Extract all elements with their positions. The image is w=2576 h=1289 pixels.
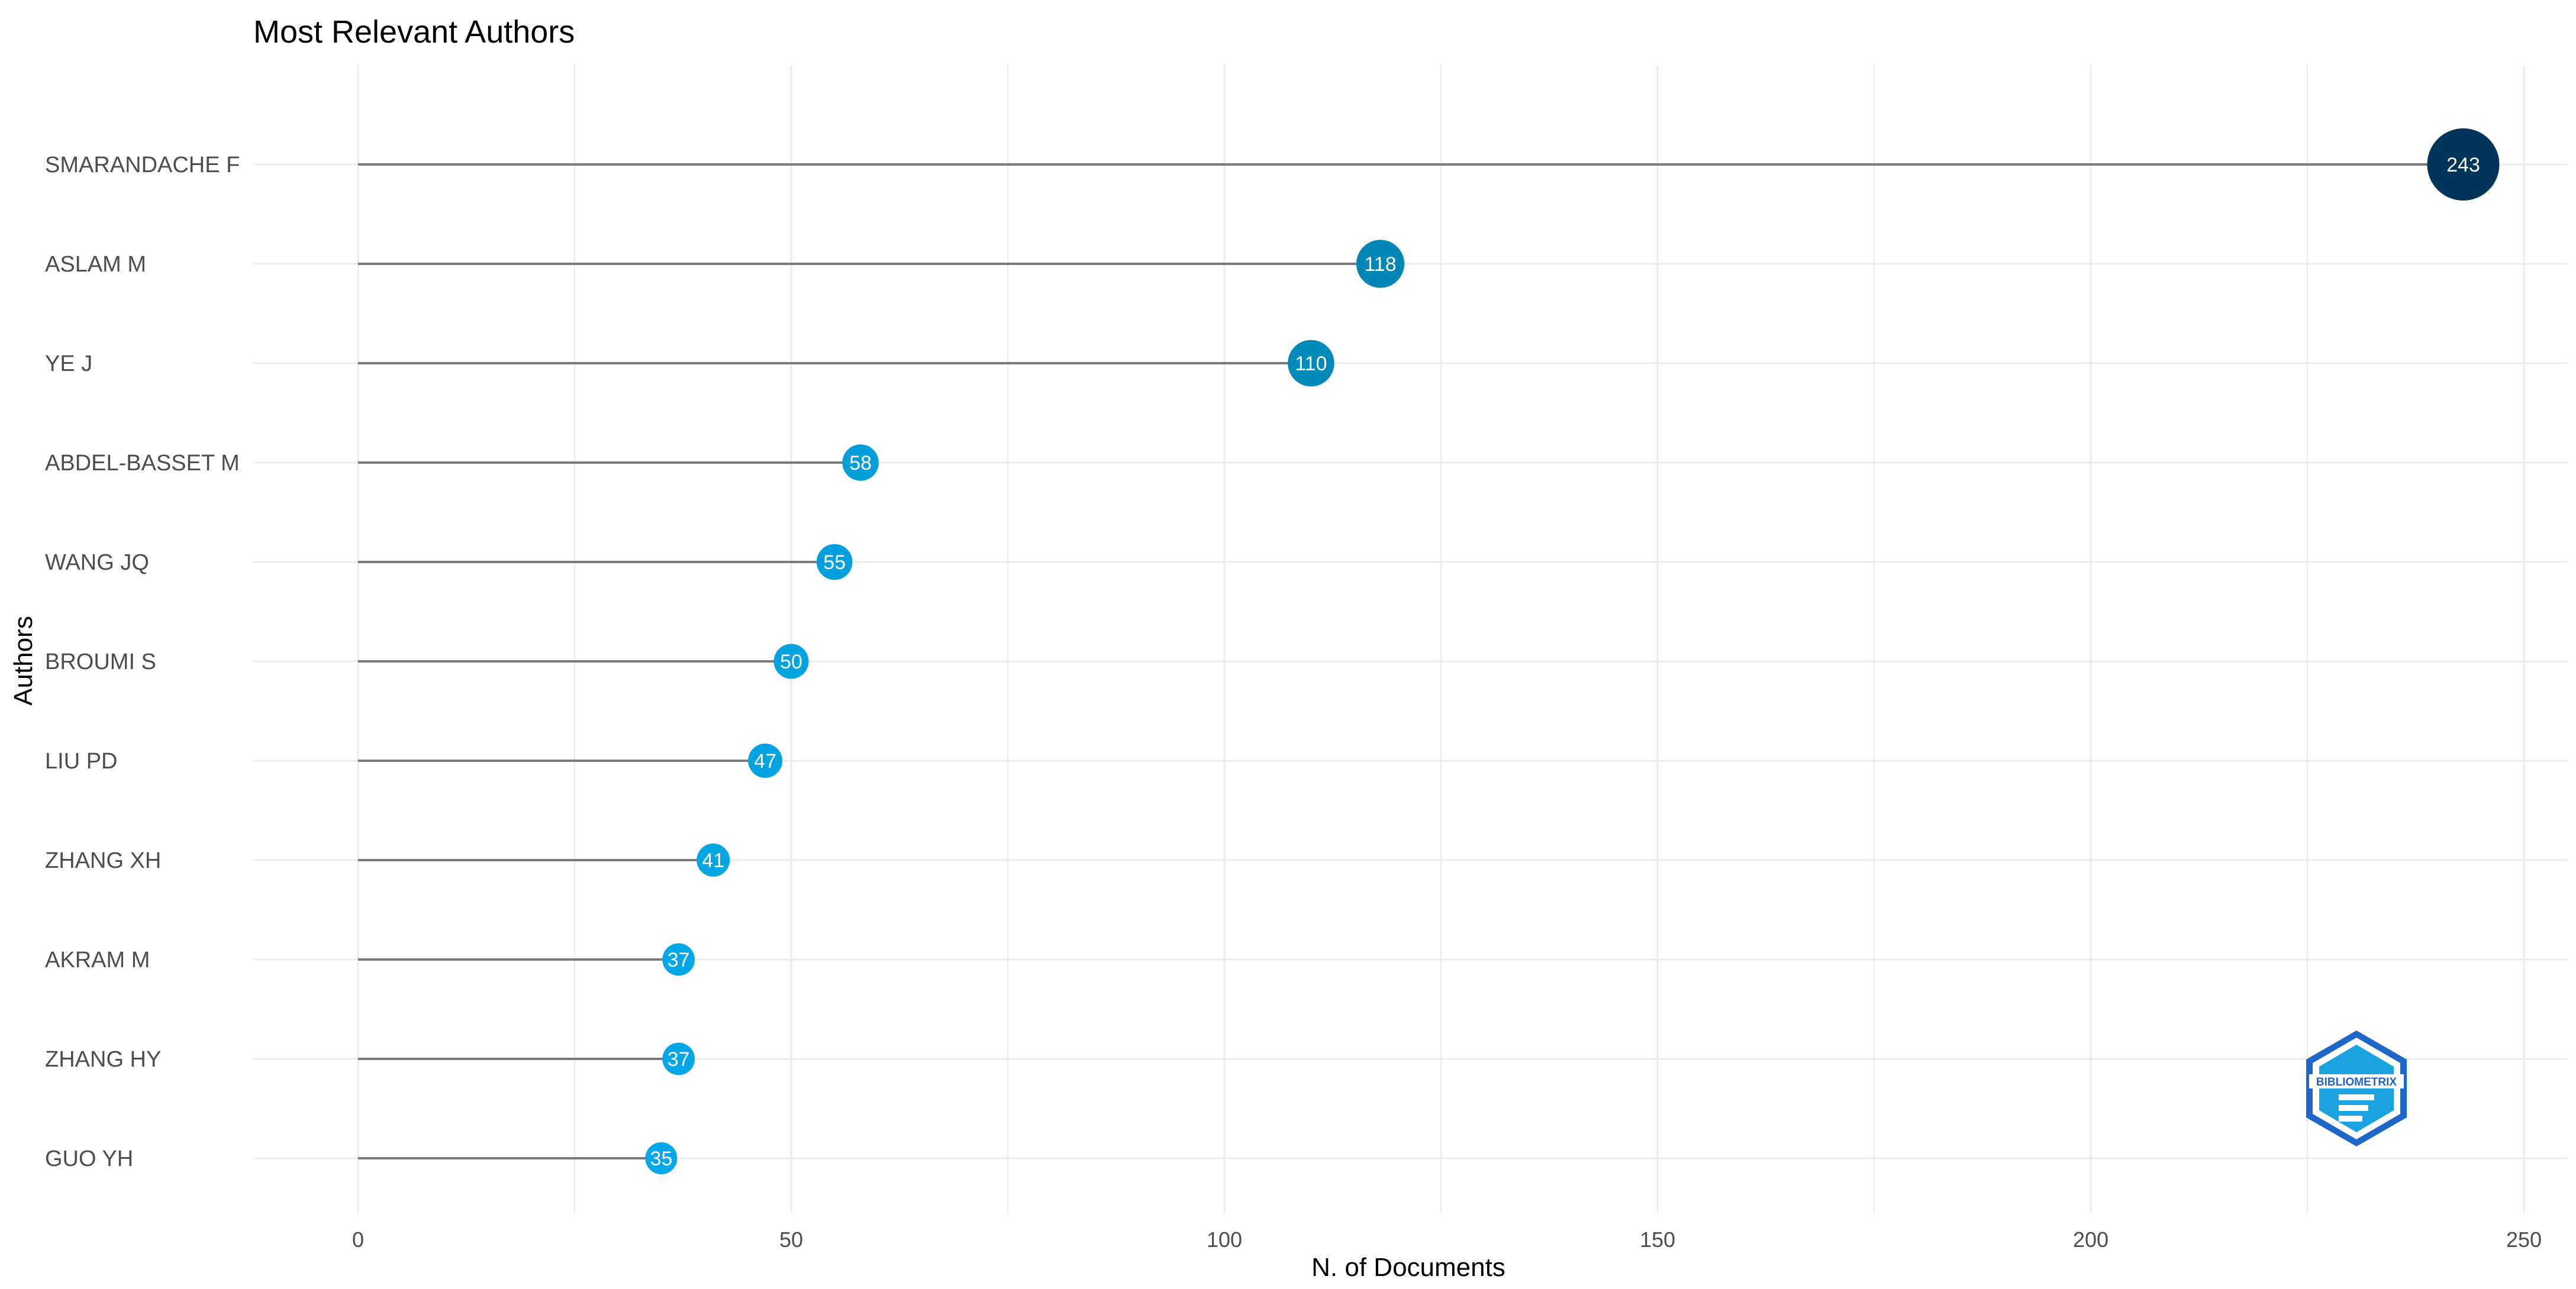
data-label: 55 (823, 551, 846, 574)
data-label: 41 (702, 849, 724, 872)
y-tick-label: GUO YH (45, 1146, 133, 1171)
lollipop-dot (662, 943, 695, 976)
logo-text: BIBLIOMETRIX (2316, 1076, 2397, 1088)
lollipop-dots: 243 118 110 58 55 50 47 41 37 37 35 (645, 128, 2500, 1174)
x-tick-label: 200 (2073, 1227, 2108, 1252)
data-label: 37 (668, 949, 690, 971)
lollipop-dot (2427, 128, 2500, 201)
y-tick-label: BROUMI S (45, 650, 156, 674)
data-label: 58 (849, 452, 872, 474)
lollipop-dot (773, 644, 809, 679)
y-tick-label: LIU PD (45, 749, 117, 774)
y-axis-title: Authors (9, 616, 38, 706)
lollipop-dot (645, 1142, 678, 1174)
y-tick-label: WANG JQ (45, 550, 149, 575)
x-axis-title: N. of Documents (1311, 1253, 1505, 1282)
lollipop-dot (1288, 340, 1334, 387)
y-tick-label: YE J (45, 351, 92, 376)
data-label: 37 (668, 1048, 690, 1071)
lollipop-dot (842, 444, 879, 481)
data-label: 35 (650, 1148, 672, 1170)
data-label: 243 (2446, 154, 2480, 176)
y-tick-label: ZHANG HY (45, 1047, 161, 1072)
y-tick-label: ABDEL-BASSET M (45, 451, 240, 476)
x-tick-label: 0 (352, 1227, 364, 1252)
y-tick-labels: SMARANDACHE F ASLAM M YE J ABDEL-BASSET M WA… (45, 153, 240, 1171)
data-label: 50 (780, 651, 802, 673)
y-tick-label: ASLAM M (45, 252, 146, 277)
data-label: 47 (754, 750, 776, 773)
y-tick-label: SMARANDACHE F (45, 153, 240, 177)
lollipop-stems (358, 163, 2464, 1159)
x-tick-label: 150 (1640, 1227, 1675, 1252)
lollipop-dot (748, 744, 783, 778)
bibliometrix-logo: BIBLIOMETRIX (2306, 1030, 2407, 1146)
x-tick-labels: 0 50 100 150 200 250 (352, 1227, 2542, 1252)
chart-title: Most Relevant Authors (253, 14, 575, 50)
x-tick-label: 250 (2506, 1227, 2542, 1252)
lollipop-dot (662, 1042, 695, 1075)
grid (253, 65, 2567, 1213)
data-label: 110 (1295, 353, 1327, 375)
data-label: 118 (1364, 253, 1396, 276)
lollipop-dot (816, 544, 853, 580)
lollipop-dot (1356, 240, 1405, 288)
y-tick-label: AKRAM M (45, 948, 150, 973)
y-tick-label: ZHANG XH (45, 848, 161, 873)
lollipop-dot (697, 844, 730, 877)
x-tick-label: 50 (779, 1227, 803, 1252)
x-tick-label: 100 (1207, 1227, 1242, 1252)
